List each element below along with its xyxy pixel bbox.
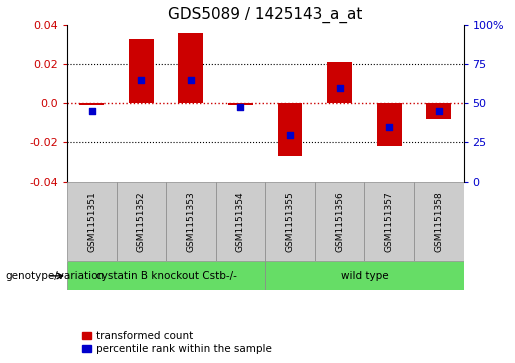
Text: GSM1151354: GSM1151354 xyxy=(236,191,245,252)
Bar xyxy=(116,182,166,261)
Text: wild type: wild type xyxy=(340,271,388,281)
Bar xyxy=(278,103,302,156)
Text: GSM1151352: GSM1151352 xyxy=(137,191,146,252)
Text: GSM1151356: GSM1151356 xyxy=(335,191,344,252)
Text: GSM1151357: GSM1151357 xyxy=(385,191,393,252)
Bar xyxy=(67,261,265,290)
Point xyxy=(137,77,145,83)
Point xyxy=(435,109,443,114)
Bar xyxy=(414,182,464,261)
Text: cystatin B knockout Cstb-/-: cystatin B knockout Cstb-/- xyxy=(96,271,236,281)
Bar xyxy=(216,182,265,261)
Bar xyxy=(166,182,216,261)
Point xyxy=(236,104,245,110)
Text: GSM1151353: GSM1151353 xyxy=(186,191,195,252)
Title: GDS5089 / 1425143_a_at: GDS5089 / 1425143_a_at xyxy=(168,7,363,23)
Point xyxy=(286,132,294,138)
Bar xyxy=(265,261,464,290)
Point xyxy=(335,85,344,91)
Legend: transformed count, percentile rank within the sample: transformed count, percentile rank withi… xyxy=(82,331,272,354)
Bar xyxy=(315,182,365,261)
Point xyxy=(385,124,393,130)
Bar xyxy=(129,39,153,103)
Text: GSM1151355: GSM1151355 xyxy=(285,191,295,252)
Bar xyxy=(179,33,203,103)
Text: genotype/variation: genotype/variation xyxy=(5,271,104,281)
Bar xyxy=(426,103,451,119)
Text: GSM1151358: GSM1151358 xyxy=(434,191,443,252)
Bar xyxy=(67,182,116,261)
Bar xyxy=(265,182,315,261)
Bar xyxy=(79,103,104,105)
Bar xyxy=(228,103,253,105)
Text: GSM1151351: GSM1151351 xyxy=(87,191,96,252)
Bar xyxy=(365,182,414,261)
Point xyxy=(187,77,195,83)
Bar xyxy=(327,62,352,103)
Bar xyxy=(377,103,402,146)
Point xyxy=(88,109,96,114)
